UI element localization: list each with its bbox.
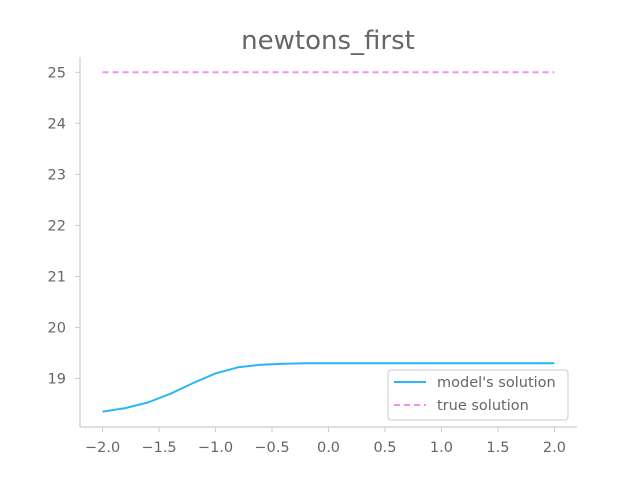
x-tick-label: −1.5 xyxy=(141,440,176,456)
x-tick-label: 1.0 xyxy=(430,440,453,456)
x-tick-label: 1.5 xyxy=(486,440,509,456)
y-tick-label: 19 xyxy=(48,372,66,388)
legend-label-true-solution: true solution xyxy=(437,398,529,414)
y-tick-label: 25 xyxy=(48,65,66,81)
legend-label-model-solution: model's solution xyxy=(437,375,556,391)
x-tick-label: 0.0 xyxy=(317,440,340,456)
y-tick-label: 21 xyxy=(48,269,66,285)
chart-title: newtons_first xyxy=(241,26,415,56)
x-tick-label: −1.0 xyxy=(198,440,233,456)
y-tick-label: 22 xyxy=(48,218,66,234)
y-tick-label: 24 xyxy=(48,116,66,132)
legend: model's solution true solution xyxy=(387,369,569,421)
x-tick-label: −2.0 xyxy=(85,440,120,456)
legend-frame xyxy=(387,369,569,421)
plot-area xyxy=(102,71,555,413)
y-tick-label: 23 xyxy=(48,167,66,183)
y-tick-label: 20 xyxy=(48,320,66,336)
series-line-model-solution xyxy=(102,362,555,413)
x-tick-label: −0.5 xyxy=(254,440,289,456)
x-tick-label: 0.5 xyxy=(373,440,396,456)
x-ticks: −2.0 −1.5 −1.0 −0.5 0.0 0.5 1.0 1.5 2.0 xyxy=(85,427,566,456)
y-ticks: 19 20 21 22 23 24 25 xyxy=(48,65,80,388)
x-tick-label: 2.0 xyxy=(543,440,566,456)
